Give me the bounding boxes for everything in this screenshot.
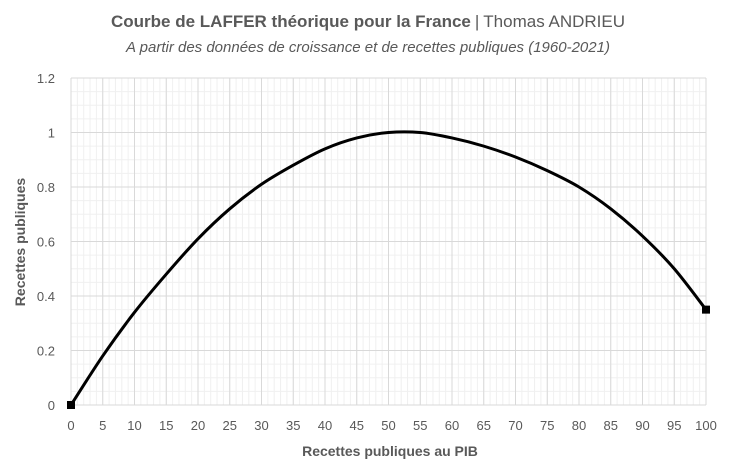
- chart-author: Thomas ANDRIEU: [483, 12, 625, 31]
- y-tick-label: 0.4: [37, 289, 55, 304]
- laffer-curve-line: [69, 130, 708, 407]
- x-tick-label: 5: [99, 418, 106, 433]
- x-axis-title: Recettes publiques au PIB: [302, 443, 478, 459]
- x-tick-label: 90: [635, 418, 649, 433]
- chart-title: Courbe de LAFFER théorique pour la Franc…: [0, 12, 736, 32]
- y-tick-label: 0.6: [37, 235, 55, 250]
- x-tick-label: 95: [667, 418, 681, 433]
- chart-title-main: Courbe de LAFFER théorique pour la Franc…: [111, 12, 471, 31]
- y-tick-label: 0.8: [37, 180, 55, 195]
- x-tick-label: 30: [254, 418, 268, 433]
- chart-subtitle: A partir des données de croissance et de…: [126, 39, 610, 56]
- x-tick-label: 15: [159, 418, 173, 433]
- x-tick-label: 80: [572, 418, 586, 433]
- x-tick-label: 40: [318, 418, 332, 433]
- x-tick-label: 35: [286, 418, 300, 433]
- x-tick-label: 0: [67, 418, 74, 433]
- y-axis-title: Recettes publiques: [12, 178, 28, 307]
- x-tick-label: 75: [540, 418, 554, 433]
- x-tick-label: 85: [604, 418, 618, 433]
- y-tick-label: 1.2: [37, 71, 55, 86]
- x-tick-label: 10: [127, 418, 141, 433]
- x-tick-label: 65: [477, 418, 491, 433]
- x-tick-label: 50: [381, 418, 395, 433]
- grid-major: [70, 77, 707, 406]
- series-endpoint-marker: [702, 305, 710, 314]
- y-tick-label: 1: [48, 126, 55, 141]
- x-tick-label: 60: [445, 418, 459, 433]
- x-axis-ticks: 0 5 10 15 20 25 30 35 40 45 50 55 60 65 70 75 80 85 90 95 10…: [67, 418, 716, 433]
- x-tick-label: 55: [413, 418, 427, 433]
- x-tick-label: 100: [695, 418, 717, 433]
- y-tick-label: 0: [48, 398, 55, 413]
- series-markers: [67, 305, 710, 409]
- x-tick-label: 70: [508, 418, 522, 433]
- series-endpoint-marker: [67, 401, 75, 409]
- x-tick-label: 45: [350, 418, 364, 433]
- x-tick-label: 20: [191, 418, 205, 433]
- title-separator: |: [474, 12, 480, 31]
- y-axis-ticks: 0 0.2 0.4 0.6 0.8 1 1.2: [37, 71, 55, 413]
- x-tick-label: 25: [223, 418, 237, 433]
- y-tick-label: 0.2: [37, 344, 55, 359]
